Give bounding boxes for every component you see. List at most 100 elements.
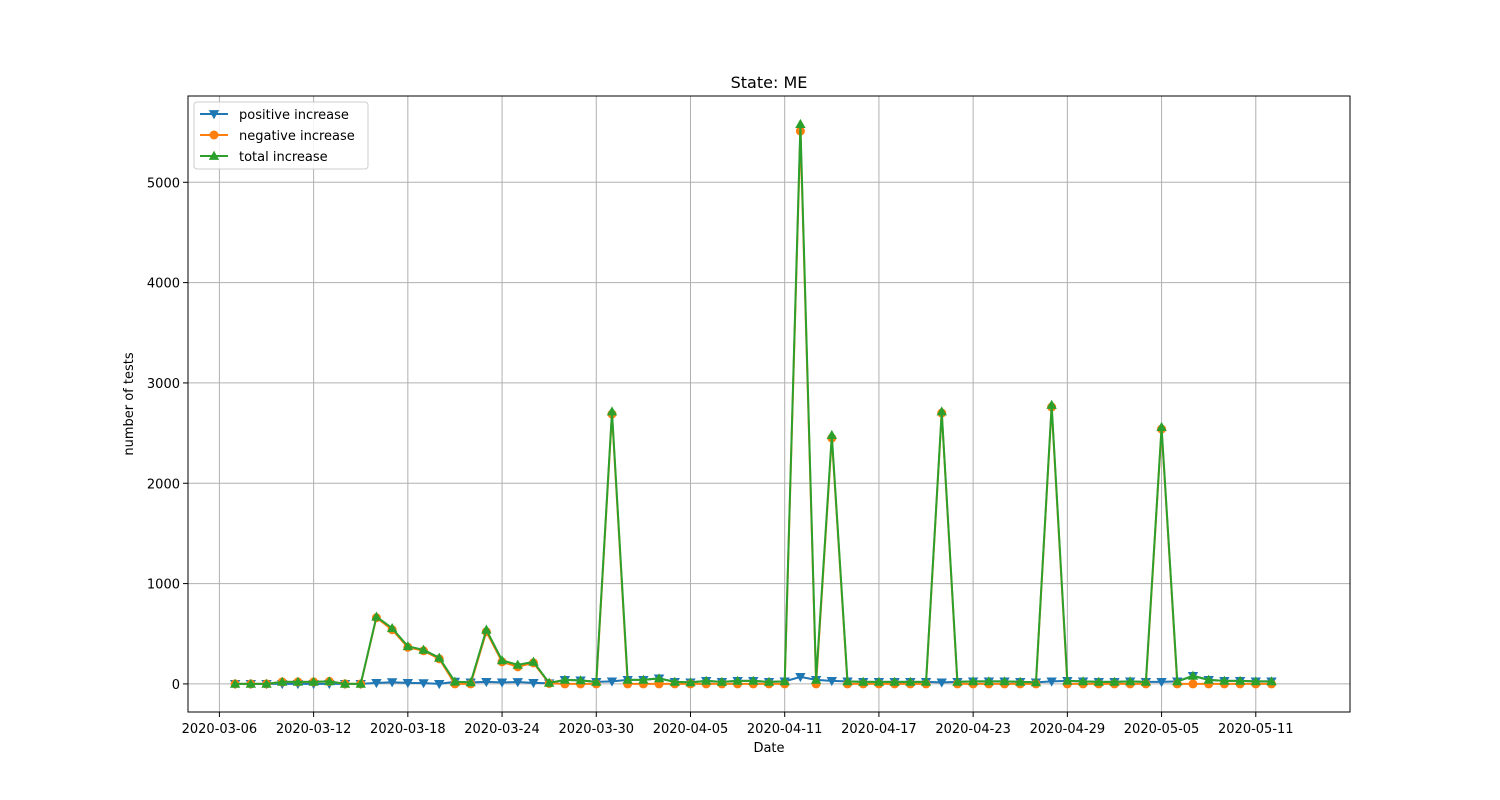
data-point	[716, 676, 728, 686]
data-point	[826, 676, 838, 687]
data-point	[308, 676, 319, 686]
x-tick-label: 2020-03-12	[276, 722, 352, 737]
data-point	[1250, 676, 1261, 686]
y-tick-label: 2000	[147, 477, 180, 492]
data-point	[512, 678, 523, 688]
data-point	[512, 659, 523, 669]
y-axis-title: number of tests	[122, 352, 137, 455]
legend-item-negative-increase: negative increase	[200, 129, 355, 144]
data-point	[245, 678, 257, 688]
data-point	[983, 676, 995, 686]
data-point	[732, 675, 743, 685]
legend-label: positive increase	[239, 108, 349, 123]
data-point	[543, 677, 555, 687]
chart-title: State: ME	[731, 73, 808, 92]
x-tick-label: 2020-04-17	[841, 722, 917, 737]
data-point	[638, 674, 649, 684]
y-tick-label: 0	[172, 678, 180, 693]
legend-item-total-increase: total increase	[200, 150, 328, 165]
x-tick-label: 2020-04-29	[1030, 722, 1106, 737]
data-point	[371, 679, 382, 689]
data-point	[1188, 679, 1198, 689]
data-point	[967, 676, 979, 686]
data-point	[999, 676, 1010, 686]
legend-item-positive-increase: positive increase	[200, 108, 349, 123]
data-point	[653, 673, 665, 683]
legend-marker	[209, 130, 219, 140]
data-point	[1030, 677, 1042, 687]
data-point	[386, 623, 398, 633]
data-point	[402, 679, 414, 689]
data-point	[386, 678, 398, 688]
plot-frame	[187, 95, 1351, 713]
series-layer	[229, 118, 1277, 690]
data-point	[858, 676, 869, 686]
x-tick-label: 2020-05-05	[1124, 722, 1200, 737]
legend-marker	[208, 110, 220, 120]
data-point	[1046, 399, 1057, 409]
data-point	[1234, 675, 1246, 685]
data-point	[434, 652, 445, 662]
data-point	[622, 674, 633, 684]
data-point	[449, 676, 461, 686]
data-point	[591, 676, 602, 686]
data-point	[1219, 675, 1230, 685]
data-point	[669, 676, 680, 686]
data-point	[434, 680, 445, 690]
data-point	[606, 677, 618, 687]
series-total-increase	[229, 118, 1277, 688]
data-point	[481, 678, 492, 688]
data-point	[229, 678, 241, 688]
legend-label: total increase	[239, 150, 328, 165]
data-point	[826, 429, 838, 440]
data-point	[339, 678, 351, 688]
data-point	[355, 678, 366, 688]
y-tick-label: 5000	[147, 176, 180, 191]
y-tick-label: 1000	[147, 578, 180, 593]
data-point	[1077, 676, 1089, 686]
data-point	[1093, 676, 1104, 686]
data-point	[1046, 677, 1057, 687]
data-point	[292, 676, 304, 686]
data-point	[1140, 676, 1152, 686]
x-axis-title: Date	[753, 741, 784, 756]
data-point	[889, 676, 900, 686]
data-point	[810, 674, 822, 684]
data-point	[936, 406, 947, 416]
data-point	[277, 676, 288, 686]
data-point	[418, 679, 429, 689]
data-point	[1266, 676, 1277, 686]
data-point	[795, 672, 806, 683]
data-point	[324, 676, 335, 686]
x-tick-label: 2020-03-30	[558, 722, 634, 737]
data-point	[528, 679, 539, 689]
x-tick-label: 2020-04-05	[653, 722, 729, 737]
data-point	[873, 676, 885, 686]
data-point	[496, 655, 508, 665]
x-tick-label: 2020-05-11	[1218, 722, 1294, 737]
data-point	[700, 675, 712, 685]
x-tick-label: 2020-03-06	[182, 722, 258, 737]
data-point	[606, 406, 618, 416]
data-point	[1109, 676, 1120, 686]
data-point	[559, 674, 571, 684]
y-tick-label: 3000	[147, 377, 180, 392]
legend: positive increase negative increase total …	[193, 101, 369, 170]
data-point	[261, 678, 272, 688]
data-point	[1124, 676, 1136, 686]
data-point	[371, 611, 382, 621]
data-point	[496, 678, 508, 688]
data-point	[465, 677, 476, 687]
data-point	[842, 676, 853, 686]
data-point	[418, 644, 429, 654]
x-tick-label: 2020-03-18	[370, 722, 446, 737]
data-point	[528, 656, 539, 666]
data-point	[952, 676, 963, 686]
data-point	[1156, 421, 1167, 431]
data-point	[1203, 674, 1214, 684]
data-point	[481, 624, 492, 634]
legend-box	[193, 101, 369, 170]
data-point	[748, 675, 759, 685]
data-point	[936, 678, 947, 688]
